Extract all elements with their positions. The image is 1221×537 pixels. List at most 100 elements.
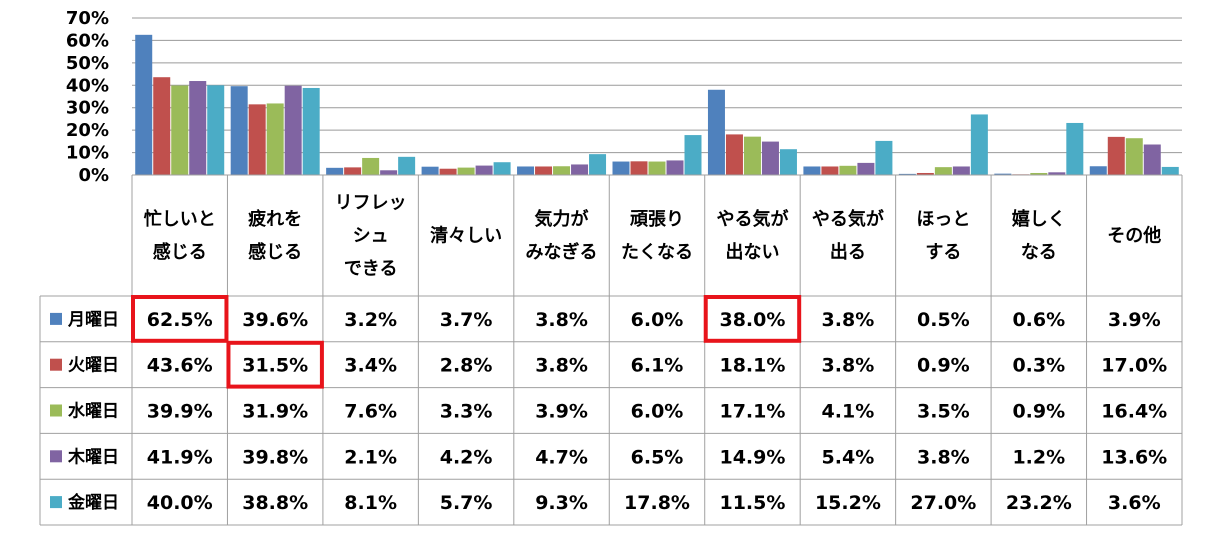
- category-label: 清々しい: [430, 226, 502, 247]
- data-label: 38.8%: [242, 492, 308, 514]
- bar-5-3: [398, 156, 416, 175]
- data-label: 17.8%: [624, 492, 690, 514]
- category-label: 疲れを: [248, 208, 302, 230]
- data-label: 0.3%: [1012, 355, 1065, 377]
- y-tick-label: 70%: [66, 8, 109, 29]
- data-label: 2.8%: [440, 355, 493, 377]
- data-label: 8.1%: [344, 492, 397, 514]
- bar-3-1: [171, 85, 189, 175]
- data-label: 0.9%: [1012, 401, 1065, 423]
- bar-4-5: [571, 164, 589, 175]
- y-tick-label: 50%: [66, 53, 109, 74]
- bar-3-7: [743, 136, 761, 175]
- data-label: 3.7%: [440, 309, 493, 331]
- data-label: 41.9%: [147, 446, 213, 468]
- bar-2-1: [153, 77, 171, 175]
- category-label: 嬉しく: [1012, 208, 1066, 230]
- legend-label: 木曜日: [67, 446, 119, 467]
- bar-4-9: [952, 166, 970, 175]
- data-label: 3.8%: [917, 446, 970, 468]
- data-label: 0.5%: [917, 309, 970, 331]
- data-label: 3.5%: [917, 401, 970, 423]
- data-label: 39.6%: [242, 309, 308, 331]
- bar-5-2: [302, 87, 320, 175]
- category-label: たくなる: [621, 242, 693, 263]
- data-label: 3.2%: [344, 309, 397, 331]
- data-label: 17.1%: [719, 401, 785, 423]
- bar-3-10: [1030, 172, 1048, 175]
- highlight-box: [703, 295, 802, 343]
- legend-key: [50, 496, 62, 509]
- data-label: 6.5%: [631, 446, 684, 468]
- bar-2-3: [344, 167, 362, 175]
- bar-1-7: [707, 89, 725, 175]
- data-label: 3.4%: [344, 355, 397, 377]
- data-label: 1.2%: [1012, 446, 1065, 468]
- legend-key: [50, 450, 62, 463]
- legend-key: [50, 312, 62, 325]
- data-label: 14.9%: [719, 446, 785, 468]
- data-label: 4.7%: [535, 446, 588, 468]
- bar-2-7: [725, 134, 743, 175]
- data-label: 9.3%: [535, 492, 588, 514]
- category-label: 忙しいと: [144, 208, 216, 230]
- data-label: 2.1%: [344, 446, 397, 468]
- legend-label: 金曜日: [67, 492, 119, 513]
- bar-3-4: [457, 167, 475, 175]
- bar-3-2: [266, 103, 284, 175]
- bar-2-2: [248, 104, 266, 175]
- data-label: 16.4%: [1101, 401, 1167, 423]
- bar-5-4: [493, 162, 511, 175]
- bar-2-11: [1107, 136, 1125, 175]
- y-tick-label: 10%: [66, 143, 109, 164]
- bar-1-9: [898, 173, 916, 175]
- bar-4-3: [380, 170, 398, 175]
- data-label: 0.9%: [917, 355, 970, 377]
- highlight-box: [226, 340, 324, 389]
- category-label: やる気が: [716, 208, 788, 230]
- bar-5-7: [779, 149, 797, 175]
- data-label: 13.6%: [1101, 446, 1167, 468]
- category-label: 出ない: [725, 241, 779, 263]
- category-label: 気力が: [535, 208, 589, 230]
- y-tick-label: 30%: [66, 98, 109, 119]
- legend-key: [50, 358, 62, 371]
- category-label: 頑張り: [629, 209, 684, 230]
- data-label: 27.0%: [910, 492, 976, 514]
- data-label: 6.0%: [631, 309, 684, 331]
- bar-2-8: [821, 166, 839, 175]
- category-label: なる: [1021, 242, 1057, 263]
- data-label: 23.2%: [1006, 492, 1072, 514]
- category-label: やる気が: [812, 208, 884, 230]
- y-tick-label: 60%: [66, 30, 109, 51]
- data-label: 11.5%: [719, 492, 785, 514]
- highlight-boxes: [131, 295, 802, 389]
- legend-label: 月曜日: [67, 310, 119, 330]
- bar-1-8: [803, 166, 821, 175]
- category-label: 感じる: [248, 241, 302, 263]
- category-label: できる: [344, 259, 398, 280]
- bar-4-6: [666, 160, 684, 175]
- highlight-box: [131, 295, 229, 343]
- data-label: 6.1%: [631, 355, 684, 377]
- bar-1-3: [326, 167, 344, 175]
- data-label: 3.8%: [535, 355, 588, 377]
- data-label: 3.8%: [535, 309, 588, 331]
- data-label: 6.0%: [631, 401, 684, 423]
- bar-5-9: [970, 114, 988, 175]
- data-label: 5.4%: [822, 446, 875, 468]
- data-label: 15.2%: [815, 492, 881, 514]
- bar-4-11: [1143, 144, 1161, 175]
- category-label: 出る: [830, 241, 866, 263]
- legend-label: 火曜日: [68, 356, 119, 376]
- data-label: 3.3%: [440, 401, 493, 423]
- data-label: 43.6%: [147, 355, 213, 377]
- legend-key: [50, 404, 62, 417]
- y-tick-label: 20%: [66, 120, 109, 141]
- bar-4-10: [1048, 172, 1066, 175]
- category-label: 感じる: [153, 241, 207, 263]
- bar-1-1: [135, 34, 153, 176]
- bar-3-9: [934, 167, 952, 175]
